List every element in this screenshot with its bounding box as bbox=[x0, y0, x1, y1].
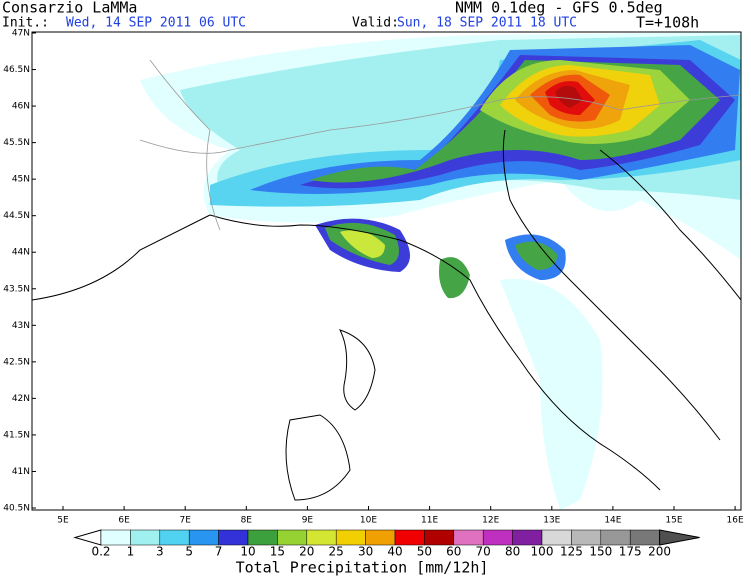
valid-time: Sun, 18 SEP 2011 18 UTC bbox=[397, 16, 577, 31]
colorbar-label: 0.2 bbox=[91, 545, 110, 559]
lat-label: 43.5N bbox=[3, 284, 30, 294]
colorbar-box bbox=[335, 529, 366, 546]
colorbar-lower-end bbox=[73, 529, 102, 546]
lat-label: 47N bbox=[12, 29, 30, 39]
coastlines bbox=[32, 129, 741, 501]
lat-label: 40.5N bbox=[3, 504, 30, 514]
colorbar-box bbox=[130, 529, 161, 546]
lon-label: 15E bbox=[665, 516, 682, 526]
lat-label: 41.5N bbox=[3, 430, 30, 440]
colorbar-label: 10 bbox=[240, 545, 255, 559]
colorbar-label: 100 bbox=[531, 545, 554, 559]
lat-label: 44N bbox=[12, 248, 30, 258]
colorbar-label: 3 bbox=[156, 545, 164, 559]
colorbar: 0.2 1 3 5 7 10 15 20 25 30 40 50 60 70 80 100 125 150 175 2… bbox=[73, 529, 700, 559]
lon-label: 14E bbox=[604, 516, 621, 526]
colorbar-label: 25 bbox=[329, 545, 344, 559]
colorbar-label: 125 bbox=[560, 545, 583, 559]
lat-label: 41N bbox=[12, 467, 30, 477]
lon-label: 5E bbox=[57, 516, 69, 526]
lat-label: 46.5N bbox=[3, 65, 30, 75]
precip-field bbox=[140, 32, 741, 510]
colorbar-label: 175 bbox=[619, 545, 642, 559]
colorbar-box bbox=[512, 529, 543, 546]
colorbar-box bbox=[571, 529, 602, 546]
lon-label: 7E bbox=[179, 516, 191, 526]
colorbar-box bbox=[541, 529, 572, 546]
map-area bbox=[32, 32, 741, 510]
lat-label: 42N bbox=[12, 394, 30, 404]
init-label: Init.: bbox=[2, 16, 49, 31]
colorbar-box bbox=[424, 529, 455, 546]
agency: Consarzio LaMMa bbox=[2, 0, 137, 17]
colorbar-box bbox=[277, 529, 308, 546]
colorbar-label: 1 bbox=[127, 545, 135, 559]
lon-label: 8E bbox=[241, 516, 253, 526]
lon-label: 6E bbox=[118, 516, 130, 526]
colorbar-label: 200 bbox=[648, 545, 671, 559]
colorbar-label: 15 bbox=[270, 545, 285, 559]
lon-label: 10E bbox=[360, 516, 377, 526]
colorbar-box bbox=[218, 529, 249, 546]
colorbar-box bbox=[365, 529, 396, 546]
graticule-labels: 47N 46.5N 46N 45.5N 45N 44.5N 44N 43.5N 43N 42.5N… bbox=[3, 29, 744, 526]
colorbar-label: 5 bbox=[185, 545, 193, 559]
colorbar-box bbox=[247, 529, 278, 546]
colorbar-label: 80 bbox=[505, 545, 520, 559]
colorbar-box bbox=[629, 529, 660, 546]
lon-label: 9E bbox=[302, 516, 314, 526]
colorbar-box bbox=[394, 529, 425, 546]
colorbar-box bbox=[453, 529, 484, 546]
colorbar-label: 50 bbox=[417, 545, 432, 559]
colorbar-box bbox=[600, 529, 631, 546]
lat-label: 45N bbox=[12, 175, 30, 185]
lat-label: 45.5N bbox=[3, 138, 30, 148]
colorbar-box bbox=[306, 529, 337, 546]
lat-label: 46N bbox=[12, 102, 30, 112]
colorbar-label: 30 bbox=[358, 545, 373, 559]
colorbar-box bbox=[159, 529, 190, 546]
colorbar-label: 7 bbox=[215, 545, 223, 559]
lat-label: 43N bbox=[12, 321, 30, 331]
lon-label: 16E bbox=[727, 516, 744, 526]
colorbar-box bbox=[100, 529, 131, 546]
colorbar-label: 40 bbox=[387, 545, 402, 559]
colorbar-label: 60 bbox=[446, 545, 461, 559]
model: NMM 0.1deg - GFS 0.5deg bbox=[455, 0, 663, 17]
colorbar-label: 150 bbox=[589, 545, 612, 559]
lon-label: 11E bbox=[421, 516, 438, 526]
lon-label: 12E bbox=[482, 516, 499, 526]
lat-label: 44.5N bbox=[3, 211, 30, 221]
colorbar-box bbox=[482, 529, 513, 546]
map-frame bbox=[31, 31, 742, 511]
colorbar-upper-end bbox=[659, 529, 700, 546]
colorbar-label: 70 bbox=[476, 545, 491, 559]
lat-label: 42.5N bbox=[3, 357, 30, 367]
init-time: Wed, 14 SEP 2011 06 UTC bbox=[66, 16, 246, 31]
lead-time: T=+108h bbox=[636, 14, 699, 32]
colorbar-title: Total Precipitation [mm/12h] bbox=[236, 559, 489, 577]
colorbar-box bbox=[188, 529, 219, 546]
lon-label: 13E bbox=[543, 516, 560, 526]
valid-label: Valid: bbox=[352, 16, 399, 31]
borders bbox=[139, 59, 741, 231]
colorbar-label: 20 bbox=[299, 545, 314, 559]
